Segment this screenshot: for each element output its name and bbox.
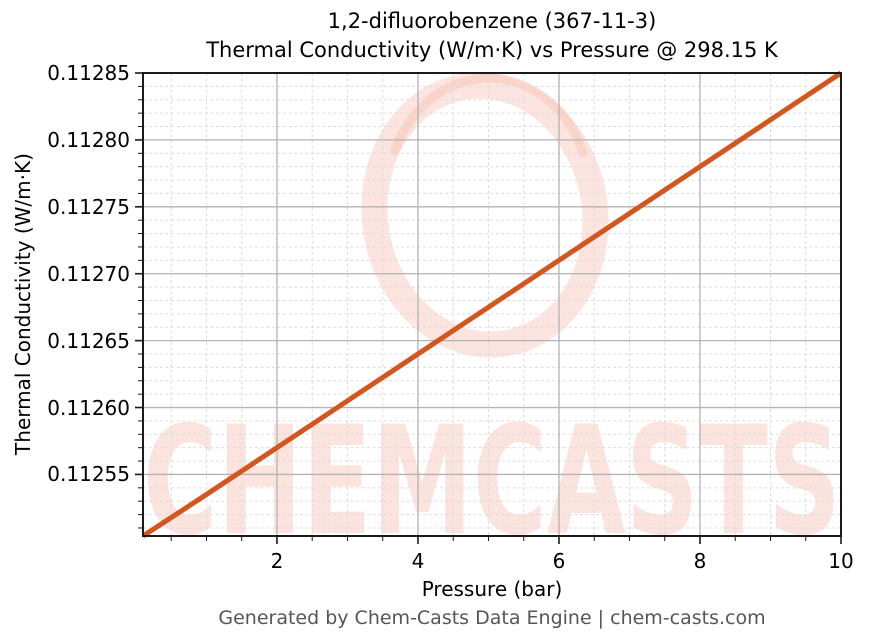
x-tick-label: 10 — [828, 549, 854, 573]
y-tick-label: 0.11265 — [47, 328, 130, 353]
chart-title-line2: Thermal Conductivity (W/m·K) vs Pressure… — [206, 38, 778, 62]
y-tick-label: 0.11260 — [47, 395, 130, 420]
plot-canvas: CHEMCASTS — [135, 70, 843, 544]
chart-title: 1,2-difluorobenzene (367-11-3) Thermal C… — [143, 7, 841, 65]
y-tick-label: 0.11255 — [47, 462, 130, 487]
y-tick-label: 0.11280 — [47, 127, 130, 152]
x-tick-label: 8 — [693, 549, 707, 573]
plot-area: CHEMCASTS — [135, 70, 843, 544]
x-axis-label: Pressure (bar) — [421, 577, 563, 601]
x-tick-label: 4 — [411, 549, 425, 573]
data-line — [141, 70, 843, 539]
watermark-swoosh-icon — [390, 73, 588, 158]
chart-title-line1: 1,2-difluorobenzene (367-11-3) — [327, 9, 657, 33]
x-tick-label: 2 — [270, 549, 284, 573]
x-tick-label: 6 — [552, 549, 566, 573]
y-tick-label: 0.11270 — [47, 261, 130, 286]
y-tick-label: 0.11285 — [47, 61, 130, 85]
watermark-text: CHEMCASTS — [143, 395, 841, 569]
footer-credit: Generated by Chem-Casts Data Engine | ch… — [218, 607, 766, 629]
watermark: CHEMCASTS — [143, 73, 841, 569]
y-tick-label: 0.11275 — [47, 194, 130, 219]
plot-spine — [142, 72, 842, 537]
